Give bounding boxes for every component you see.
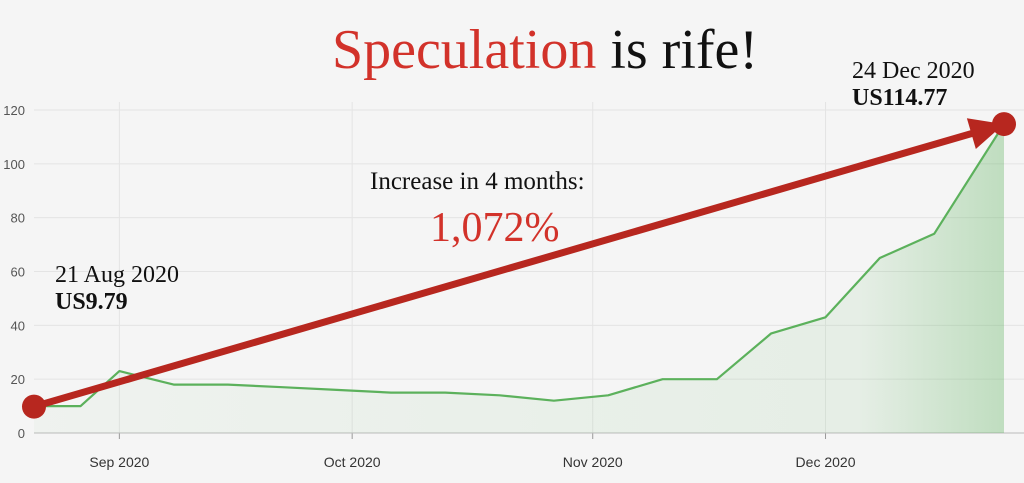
y-tick-label: 100 — [3, 157, 25, 172]
end-marker — [992, 112, 1016, 137]
title-accent: Speculation — [331, 19, 597, 81]
y-tick-label: 40 — [11, 318, 25, 333]
start-date: 21 Aug 2020 — [55, 262, 180, 288]
y-tick-label: 20 — [11, 372, 25, 387]
increase-value: 1,072% — [430, 205, 560, 251]
increase-arrow-shaft — [30, 130, 975, 411]
price-line — [34, 123, 1005, 408]
x-tick-label: Dec 2020 — [796, 454, 856, 470]
end-annotation: 24 Dec 2020 US114.77 — [852, 58, 975, 112]
x-tick-label: Nov 2020 — [563, 454, 623, 470]
title-rest: is rife! — [596, 19, 759, 81]
x-tick-label: Sep 2020 — [89, 454, 149, 470]
increase-label: Increase in 4 months: — [370, 168, 585, 195]
slide-title: Speculation is rife! — [0, 18, 1024, 82]
y-tick-label: 120 — [3, 103, 25, 118]
end-price: US114.77 — [852, 85, 948, 111]
y-tick-label: 80 — [11, 211, 25, 226]
x-tick-label: Oct 2020 — [324, 454, 381, 470]
y-tick-label: 0 — [18, 426, 25, 441]
end-date: 24 Dec 2020 — [852, 58, 975, 84]
start-annotation: 21 Aug 2020 US9.79 — [55, 262, 179, 316]
start-marker — [22, 394, 46, 419]
price-area — [34, 124, 1004, 433]
start-price: US9.79 — [55, 289, 128, 315]
y-tick-label: 60 — [11, 265, 25, 280]
